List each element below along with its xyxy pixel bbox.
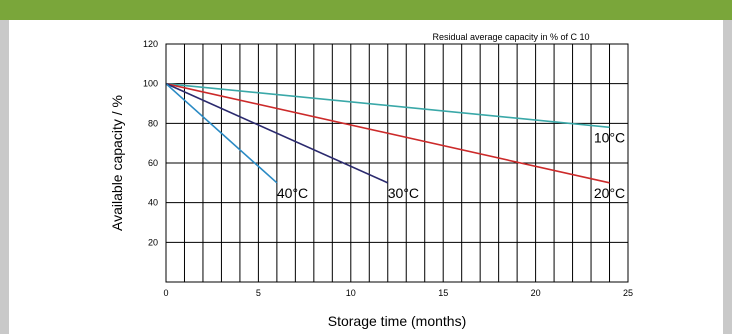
y-tick-label: 100 xyxy=(143,79,158,89)
y-tick-label: 60 xyxy=(148,158,158,168)
chart-note: Residual average capacity in % of C 10 xyxy=(432,32,589,42)
series-label: 30°C xyxy=(388,185,419,201)
y-tick-label: 120 xyxy=(143,39,158,49)
series-line xyxy=(165,82,610,129)
x-axis-label: Storage time (months) xyxy=(328,313,467,329)
x-tick-label: 5 xyxy=(256,288,261,298)
series-lines xyxy=(165,82,610,184)
series-line xyxy=(165,82,610,184)
series-line xyxy=(165,82,389,184)
series-label: 10°C xyxy=(594,129,625,145)
y-axis-label: Available capacity / % xyxy=(109,95,125,231)
y-tick-label: 40 xyxy=(148,198,158,208)
x-tick-label: 20 xyxy=(531,288,541,298)
y-tick-label: 80 xyxy=(148,118,158,128)
plot-area-border xyxy=(165,43,629,283)
series-label: 40°C xyxy=(277,185,308,201)
x-tick-label: 25 xyxy=(623,288,633,298)
chart-grid xyxy=(166,44,628,282)
y-tick-label: 20 xyxy=(148,237,158,247)
series-line xyxy=(165,83,278,184)
tick-labels: 20 40 60 80 100 120 0 5 10 15 20 25 xyxy=(143,39,633,298)
x-tick-label: 10 xyxy=(346,288,356,298)
series-labels: 10°C 20°C 30°C 40°C xyxy=(277,129,625,201)
series-label: 20°C xyxy=(594,185,625,201)
top-banner xyxy=(0,0,732,20)
x-tick-label: 15 xyxy=(438,288,448,298)
x-tick-label: 0 xyxy=(163,288,168,298)
